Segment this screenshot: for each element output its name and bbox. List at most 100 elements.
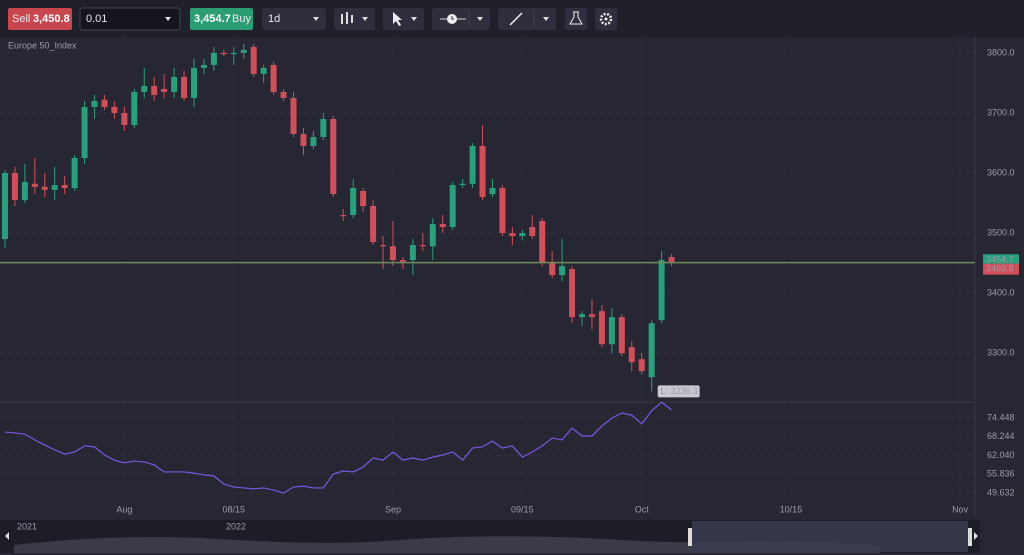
candle-body <box>260 67 267 74</box>
bid-label: 3450.8 <box>986 263 1014 273</box>
cursor-select[interactable] <box>383 8 424 30</box>
candle-body <box>31 183 38 187</box>
interval-box[interactable] <box>262 8 326 30</box>
buy-box[interactable] <box>190 8 253 30</box>
candle-body <box>380 245 387 247</box>
candles-icon <box>341 12 353 24</box>
navigator-window[interactable] <box>692 521 968 552</box>
ask-tag <box>983 254 1019 266</box>
sell-price[interactable]: 3,450.8 <box>33 13 70 25</box>
candle-body <box>200 64 207 68</box>
y-tick-label: 3800.0 <box>987 47 1015 57</box>
candle-body <box>210 52 217 65</box>
gear-icon <box>599 12 613 26</box>
navigator[interactable]: 2021 2022 <box>0 520 980 553</box>
candle-body <box>608 317 615 345</box>
line-icon <box>509 12 523 26</box>
candle-body <box>1 173 8 240</box>
buy-price[interactable]: 3,454.7 <box>194 13 231 25</box>
candle-body <box>220 52 227 55</box>
candle-body <box>489 188 496 195</box>
candle-body <box>559 266 566 276</box>
y-tick-label: 3500.0 <box>987 227 1015 237</box>
x-tick-label: Nov <box>952 504 969 514</box>
tool-box[interactable] <box>334 8 375 30</box>
clock-hand <box>451 16 454 20</box>
y-tick-label: 3700.0 <box>987 107 1015 117</box>
navigator-handle[interactable] <box>968 528 972 546</box>
navigator-year: 2022 <box>226 521 246 531</box>
lot-value[interactable]: 0.01 <box>86 13 107 25</box>
dropdown-arrow <box>313 17 319 21</box>
settings-button[interactable] <box>595 8 617 30</box>
candle-body <box>141 85 148 92</box>
sell-button[interactable]: Sell 3,450.8 <box>8 8 72 30</box>
candle-body <box>280 91 287 98</box>
sell-box[interactable] <box>8 8 72 30</box>
tool-box[interactable] <box>498 8 556 30</box>
candle-body <box>340 215 347 217</box>
crosshair-select[interactable] <box>432 8 490 30</box>
candle-body <box>61 185 68 189</box>
indicator-line <box>4 401 672 494</box>
candle-body <box>529 227 536 237</box>
candle-body <box>71 158 78 189</box>
candle-body <box>588 314 595 318</box>
buy-button[interactable]: 3,454.7 Buy <box>190 8 253 30</box>
tool-box[interactable] <box>565 8 587 30</box>
ask-label: 3454.7 <box>986 255 1014 265</box>
scroll-left[interactable] <box>5 532 9 540</box>
candle-body <box>250 46 257 74</box>
candle-body <box>569 269 576 318</box>
candle-body <box>479 145 486 198</box>
candle-body <box>270 64 277 92</box>
candle-body <box>539 221 546 264</box>
tool-box[interactable] <box>383 8 424 30</box>
x-tick-label: Sep <box>385 504 401 514</box>
candle-body <box>638 359 645 372</box>
candle-body <box>11 173 18 201</box>
candle-body <box>469 145 476 184</box>
candle-body <box>131 91 138 125</box>
candle-body <box>459 183 466 186</box>
gear-center <box>604 17 608 21</box>
candle-body <box>191 67 198 98</box>
interval-select[interactable]: 1d <box>262 8 326 30</box>
scroll-right[interactable] <box>974 532 978 540</box>
lot-input[interactable]: 0.01 <box>79 7 181 31</box>
candle-body <box>161 88 168 92</box>
candle-body <box>230 52 237 55</box>
bid-tag <box>983 263 1019 275</box>
candle-body <box>101 99 108 107</box>
candle-body <box>151 85 158 95</box>
dropdown-arrow <box>543 17 549 21</box>
candle-body <box>181 76 188 98</box>
cursor-icon <box>393 12 402 26</box>
candle-body <box>121 112 128 125</box>
indicator-tick-label: 62.040 <box>987 450 1015 460</box>
sell-label[interactable]: Sell <box>12 13 30 25</box>
chart-type-select[interactable] <box>334 8 375 30</box>
candle-body <box>370 206 377 243</box>
y-tick-label: 3300.0 <box>987 348 1015 358</box>
candle-body <box>439 224 446 228</box>
candle-body <box>240 49 247 53</box>
buy-label[interactable]: Buy <box>232 13 251 25</box>
candle-body <box>91 100 98 107</box>
navigator-year: 2021 <box>17 521 37 531</box>
x-tick-label: Aug <box>116 504 132 514</box>
candle-body <box>419 245 426 247</box>
indicators-button[interactable] <box>565 8 587 30</box>
flask-icon <box>569 11 583 25</box>
candle-body <box>519 233 526 237</box>
candle-body <box>81 106 88 158</box>
interval-value[interactable]: 1d <box>268 13 280 25</box>
candle-body <box>389 246 396 261</box>
drawing-select[interactable] <box>498 8 556 30</box>
indicator-tick-label: 68.244 <box>987 431 1015 441</box>
candle-body <box>310 136 317 146</box>
lot-box[interactable] <box>79 7 181 31</box>
navigator-handle[interactable] <box>688 528 692 546</box>
